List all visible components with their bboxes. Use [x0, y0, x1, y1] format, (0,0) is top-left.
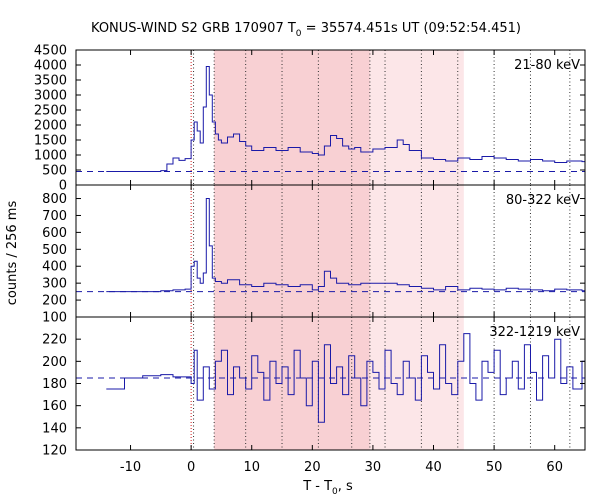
shaded-region-1	[214, 317, 370, 450]
y-tick-label: 300	[42, 277, 67, 292]
x-tick-label: -10	[120, 460, 141, 475]
y-tick-label: 500	[42, 164, 67, 179]
energy-band-label: 322-1219 keV	[489, 325, 580, 340]
y-tick-label: 180	[42, 377, 67, 392]
y-tick-label: 3000	[34, 89, 67, 104]
x-tick-label: 50	[486, 460, 503, 475]
y-tick-label: 800	[42, 192, 67, 207]
y-tick-label: 120	[42, 444, 67, 459]
y-tick-label: 3500	[34, 74, 67, 89]
y-tick-label: 600	[42, 226, 67, 241]
x-tick-label: 20	[304, 460, 321, 475]
x-tick-label: 60	[546, 460, 563, 475]
y-tick-label: 4000	[34, 59, 67, 74]
y-tick-label: 200	[42, 355, 67, 370]
y-tick-label: 100	[42, 311, 67, 326]
y-tick-label: 4500	[34, 44, 67, 59]
panel-3: 120 140 160 180 200 220 -10 0 10 20 30 40 50 60 322-12…	[42, 316, 586, 475]
y-tick-label: 1500	[34, 134, 67, 149]
panels: 05001000150020002500300035004000450021-8…	[34, 44, 586, 475]
shaded-region-1	[214, 50, 370, 185]
energy-band-label: 21-80 keV	[514, 58, 580, 73]
y-tick-label: 500	[42, 243, 67, 258]
series-line	[106, 333, 585, 423]
chart-title: KONUS-WIND S2 GRB 170907 T0 = 35574.451s…	[91, 21, 521, 39]
shaded-region-2	[369, 50, 464, 185]
y-tick-label: 2000	[34, 119, 67, 134]
series-line	[106, 198, 585, 293]
y-tick-label: 160	[42, 399, 67, 414]
y-tick-label: 700	[42, 209, 67, 224]
series-line	[106, 66, 585, 172]
x-tick-label: 10	[243, 460, 260, 475]
y-tick-label: 140	[42, 421, 67, 436]
x-tick-label: 40	[425, 460, 442, 475]
y-tick-label: 200	[42, 294, 67, 309]
y-tick-label: 2500	[34, 104, 67, 119]
x-tick-label: 0	[187, 460, 195, 475]
shaded-region-2	[369, 185, 464, 317]
y-tick-label: 0	[59, 179, 67, 194]
y-tick-label: 1000	[34, 149, 67, 164]
energy-band-label: 80-322 keV	[506, 193, 580, 208]
y-tick-label: 400	[42, 260, 67, 275]
shaded-region-1	[214, 185, 370, 317]
panel-2: 100 200 300 400 500 600 700 800 80-322 keV	[42, 184, 586, 326]
x-tick-label: 30	[365, 460, 382, 475]
y-axis-label: counts / 256 ms	[5, 201, 20, 306]
y-tick-label: 220	[42, 333, 67, 348]
x-axis-label: T - T0, s	[302, 479, 353, 497]
